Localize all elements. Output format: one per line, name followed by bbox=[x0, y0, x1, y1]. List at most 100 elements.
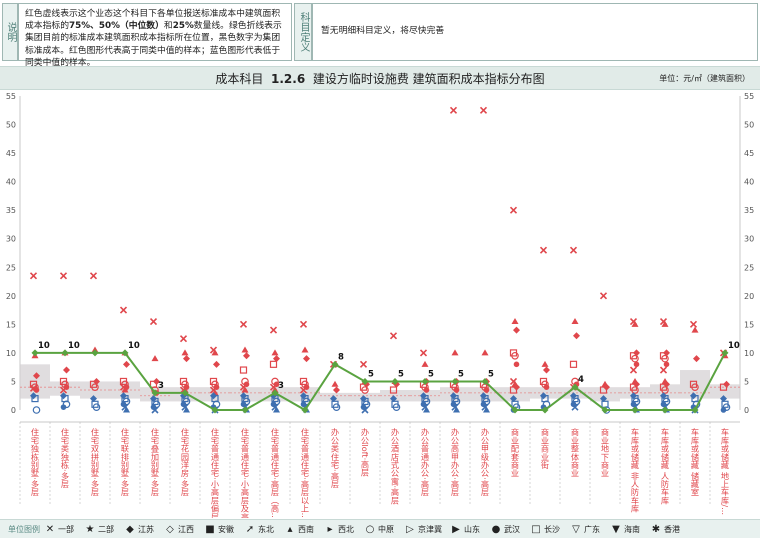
data-point-low bbox=[722, 403, 731, 411]
data-point-high bbox=[63, 366, 70, 374]
data-point-high bbox=[181, 349, 189, 356]
data-point-high bbox=[123, 360, 130, 368]
group-standard-marker bbox=[271, 389, 279, 397]
data-point-low bbox=[62, 400, 71, 409]
data-point-high bbox=[421, 360, 429, 367]
legend-item: ■ 安徽 bbox=[204, 524, 234, 535]
header-panel: 说明 红色虚线表示这个业态这个科目下各单位报送标准成本中建筑面积成本指标的75%… bbox=[0, 0, 760, 68]
data-point-high bbox=[29, 384, 38, 392]
legend-item: ▸ 西北 bbox=[324, 524, 354, 535]
category-label: 住宅花园洋房·多层 bbox=[180, 427, 190, 497]
data-point-high bbox=[513, 326, 520, 334]
data-point-high bbox=[661, 354, 669, 363]
data-point-low bbox=[600, 395, 607, 403]
data-point-high bbox=[719, 383, 728, 391]
data-point-low bbox=[570, 401, 577, 408]
legend-symbol-icon: ▶ bbox=[452, 524, 460, 535]
category-label: 商业整体商业 bbox=[570, 427, 580, 477]
group-standard-marker bbox=[301, 406, 309, 414]
y-tick-label-right: 55 bbox=[744, 92, 754, 101]
y-tick-label-left: 0 bbox=[11, 406, 16, 415]
data-point-low bbox=[90, 395, 97, 403]
data-point-low bbox=[31, 394, 39, 403]
unit-label: 单位：元/㎡（建筑面积） bbox=[659, 74, 750, 83]
y-tick-label-left: 45 bbox=[6, 149, 16, 158]
category-label: 商业商业街 bbox=[540, 427, 550, 470]
group-standard-marker bbox=[241, 406, 249, 414]
group-standard-label: 10 bbox=[128, 341, 140, 351]
category-label: 住宅普通住宅·高层以上... bbox=[300, 427, 310, 518]
data-point-high bbox=[271, 349, 279, 356]
legend: 单位图例 ✕ 一部 ★ 二部 ◆ 江苏 ◇ 江西 ■ 安徽 ➚ 东北 ▴ 西南 ▸ 西北 ○ 中原 ▷ 京津冀 ▶ 山东 ●… bbox=[0, 519, 760, 538]
group-standard-label: 10 bbox=[38, 341, 50, 351]
group-standard-marker bbox=[661, 406, 669, 414]
data-point-high bbox=[333, 386, 340, 394]
data-point-low bbox=[32, 406, 41, 414]
data-point-high bbox=[419, 349, 428, 357]
data-point-low bbox=[273, 406, 280, 413]
percentile-band bbox=[710, 384, 740, 399]
data-point-high bbox=[509, 206, 518, 214]
data-point-high bbox=[389, 332, 398, 340]
legend-symbol-icon: ✕ bbox=[45, 524, 55, 535]
category-label: 办公高甲办公·高层 bbox=[450, 427, 460, 497]
y-tick-label-left: 25 bbox=[6, 263, 16, 272]
y-tick-label-right: 40 bbox=[744, 178, 754, 187]
legend-label: 江苏 bbox=[138, 525, 154, 534]
data-point-high bbox=[633, 361, 640, 368]
data-point-high bbox=[33, 372, 40, 380]
data-point-low bbox=[571, 403, 579, 411]
category-label: 办公酒店式公寓·高层 bbox=[390, 427, 400, 505]
category-label: 办公普通办公·高层 bbox=[420, 427, 430, 497]
note-text: 红色虚线表示这个业态这个科目下各单位报送标准成本中建筑面积成本指标的75%、50… bbox=[25, 9, 282, 68]
y-tick-label-right: 10 bbox=[744, 349, 754, 358]
category-label: 住宅叠加别墅·多层 bbox=[150, 427, 160, 497]
data-point-high bbox=[303, 355, 310, 363]
data-point-high bbox=[449, 106, 458, 114]
data-point-high bbox=[119, 306, 128, 314]
group-standard-marker bbox=[331, 360, 339, 368]
group-standard-marker bbox=[451, 377, 459, 385]
data-point-high bbox=[243, 352, 250, 360]
legend-label: 香港 bbox=[664, 525, 680, 534]
data-point-low bbox=[361, 406, 369, 414]
group-standard-marker bbox=[211, 406, 219, 414]
legend-item: ▼ 海南 bbox=[610, 524, 640, 535]
legend-symbol-icon: ★ bbox=[85, 524, 95, 535]
legend-label: 山东 bbox=[464, 525, 480, 534]
data-point-high bbox=[573, 332, 580, 340]
data-point-low bbox=[270, 401, 277, 408]
legend-label: 安徽 bbox=[218, 525, 234, 534]
legend-item: ◆ 江苏 bbox=[124, 524, 154, 535]
data-point-high bbox=[569, 246, 578, 254]
data-point-high bbox=[513, 361, 520, 368]
data-point-high bbox=[59, 386, 68, 394]
data-point-low bbox=[390, 395, 397, 403]
legend-item: ✱ 香港 bbox=[650, 524, 680, 535]
subject-text: 暂无明细科目定义，将尽快完善 bbox=[321, 26, 445, 36]
data-point-low bbox=[720, 407, 727, 413]
y-tick-label-left: 10 bbox=[6, 349, 16, 358]
legend-item: ✕ 一部 bbox=[44, 524, 74, 535]
group-standard-marker bbox=[391, 377, 399, 385]
y-tick-label-right: 15 bbox=[744, 320, 754, 329]
legend-item: ➚ 东北 bbox=[244, 524, 274, 535]
data-point-high bbox=[511, 318, 519, 325]
legend-item: □ 长沙 bbox=[530, 524, 560, 535]
y-tick-label-left: 50 bbox=[6, 121, 16, 130]
data-point-high bbox=[241, 386, 249, 393]
legend-label: 长沙 bbox=[544, 525, 560, 534]
percentile-band bbox=[380, 390, 410, 402]
group-standard-marker bbox=[571, 383, 579, 391]
data-point-high bbox=[273, 355, 280, 363]
data-point-high bbox=[269, 360, 278, 368]
group-standard-marker bbox=[541, 406, 549, 414]
legend-item: ▷ 京津冀 bbox=[404, 524, 442, 535]
percentile-band bbox=[500, 387, 530, 402]
data-point-high bbox=[509, 386, 518, 394]
category-label: 住宅类独栋·多层 bbox=[60, 427, 70, 489]
data-point-high bbox=[389, 386, 398, 394]
data-point-low bbox=[720, 395, 727, 403]
legend-item: ★ 二部 bbox=[84, 524, 114, 535]
group-standard-label: 3 bbox=[158, 381, 164, 391]
